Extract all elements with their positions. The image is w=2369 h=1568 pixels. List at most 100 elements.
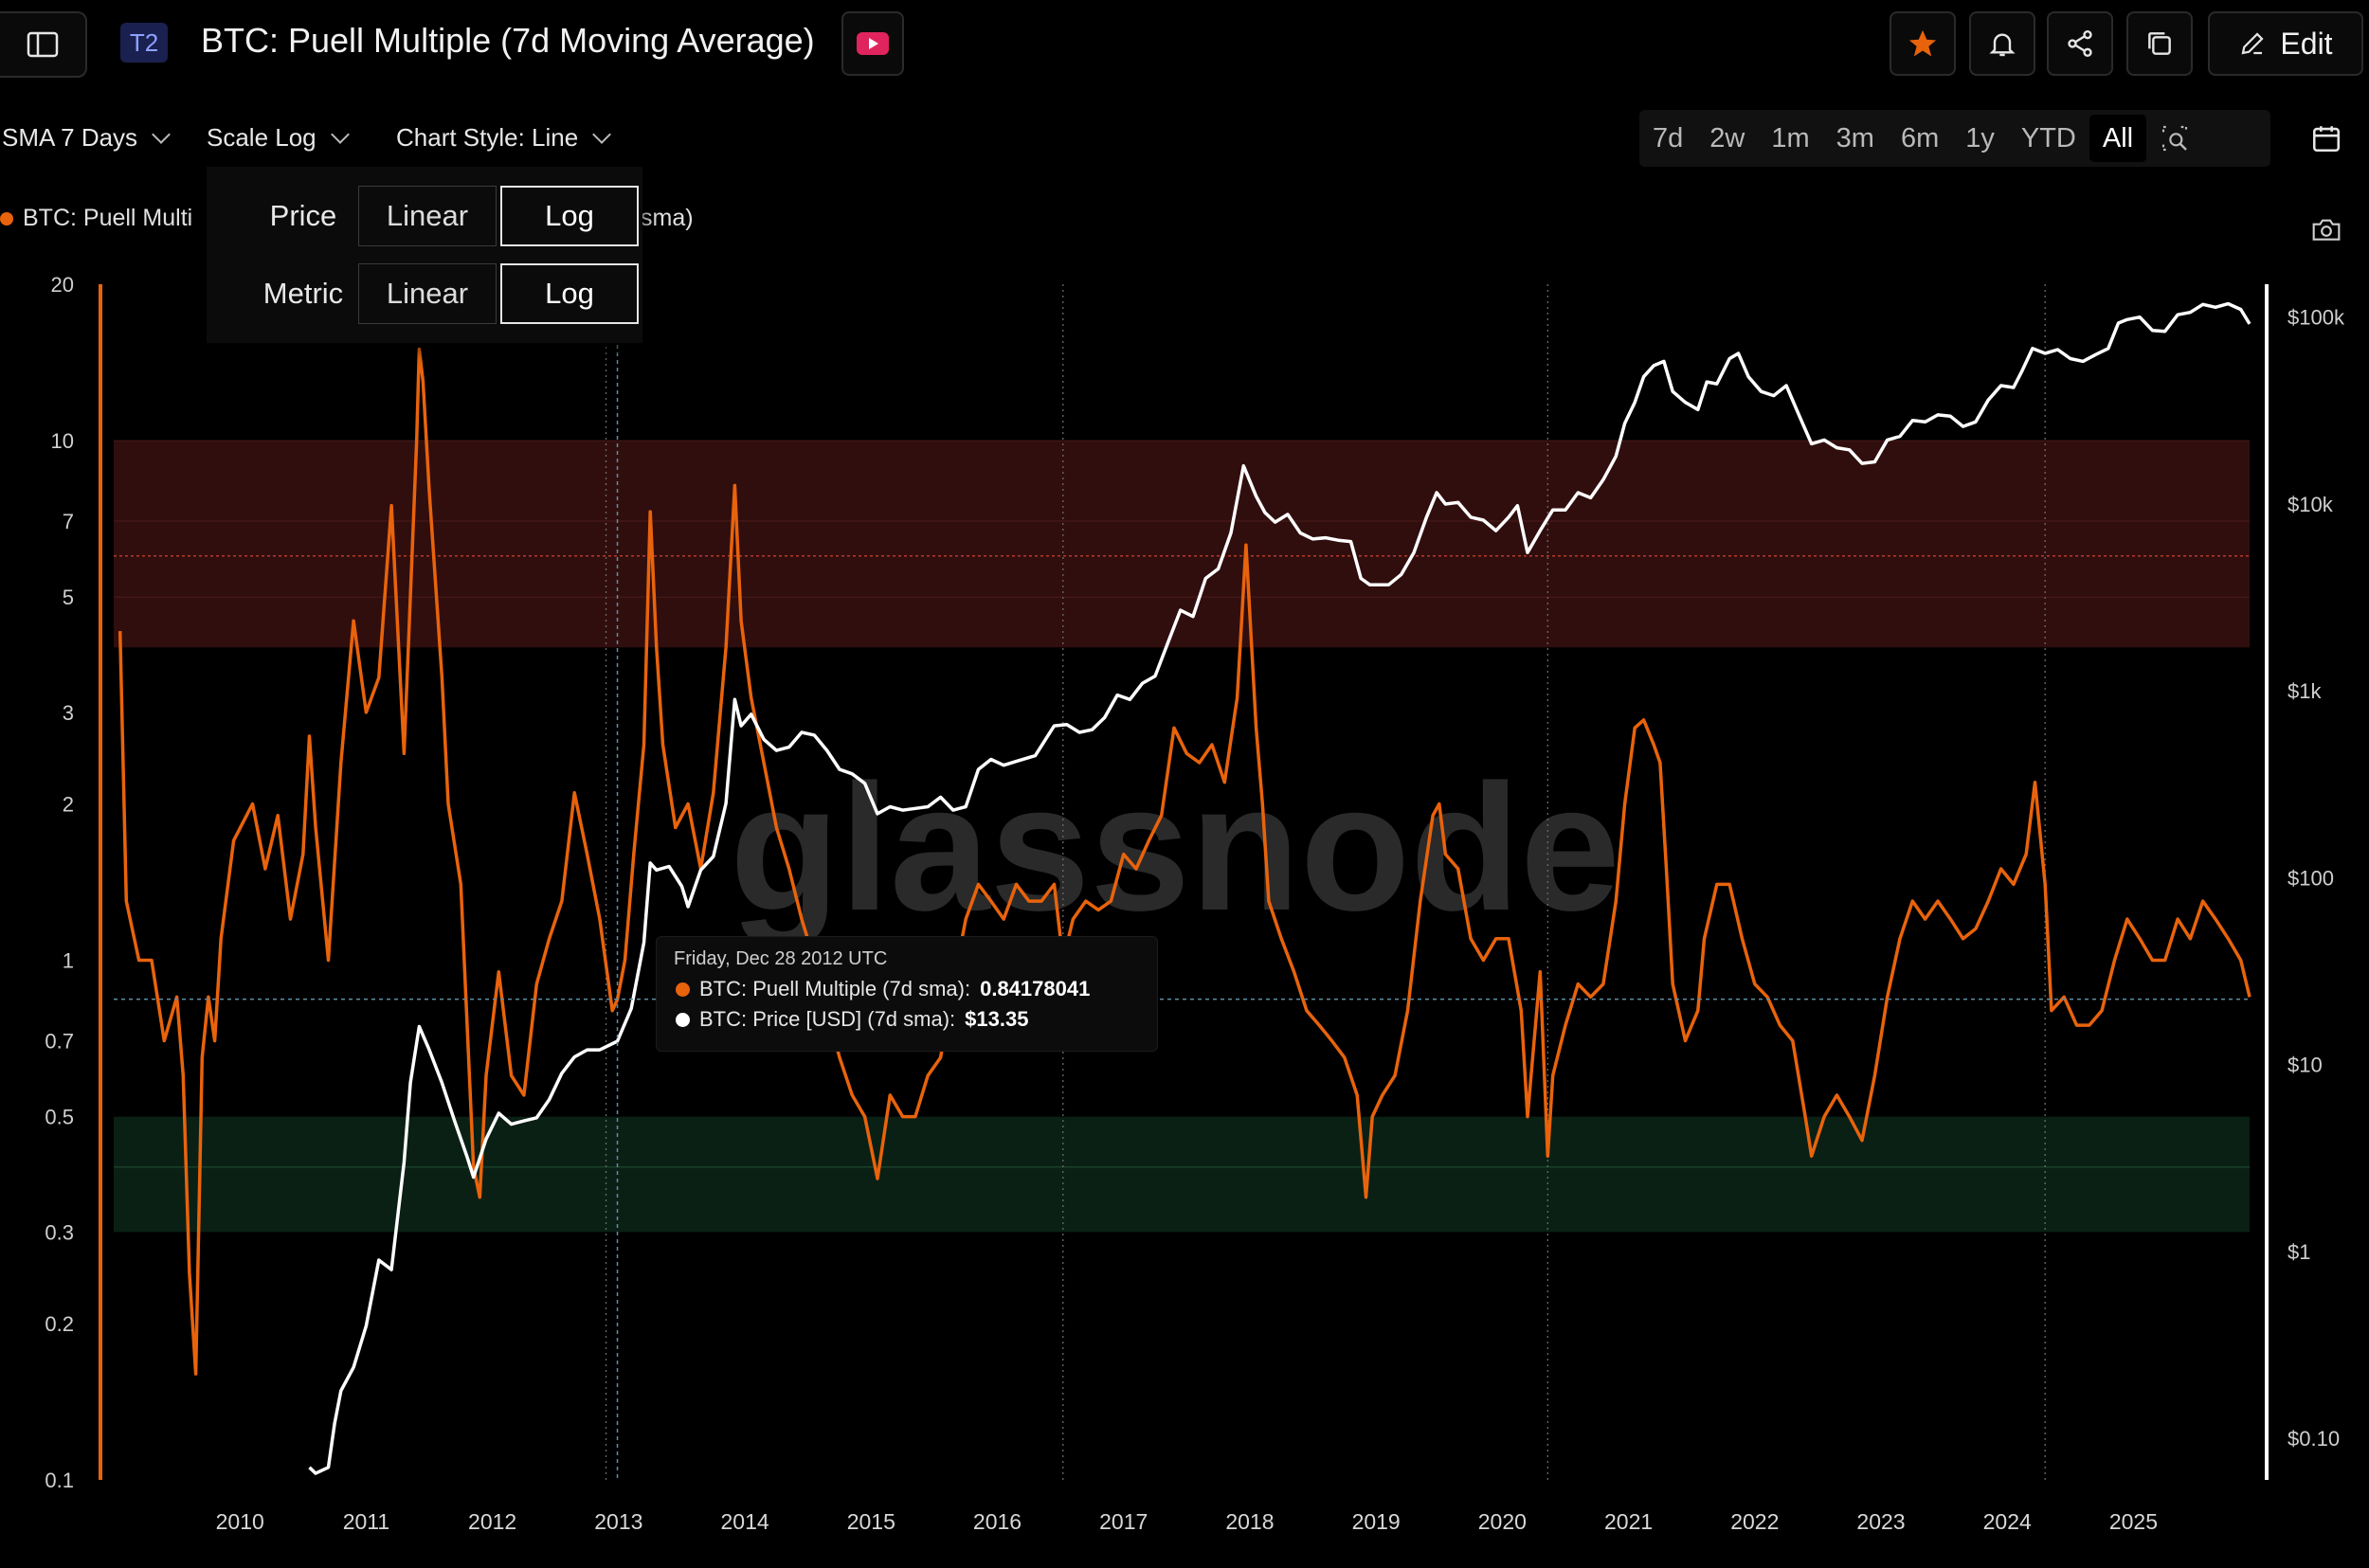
page-title: BTC: Puell Multiple (7d Moving Average) (201, 21, 815, 60)
x-tick-label: 2021 (1604, 1509, 1653, 1534)
price-linear-option[interactable]: Linear (358, 186, 497, 246)
chevron-down-icon (330, 124, 350, 144)
range-1m[interactable]: 1m (1771, 122, 1810, 153)
y-right-tick-label: $0.10 (2288, 1427, 2340, 1451)
price-scale-row: Price Linear Log (207, 186, 642, 250)
x-tick-label: 2011 (343, 1509, 389, 1534)
x-tick-label: 2025 (2109, 1509, 2158, 1534)
y-left-tick-label: 0.2 (45, 1312, 74, 1336)
metric-log-option[interactable]: Log (500, 263, 639, 324)
overvalued-band (114, 441, 2250, 648)
range-3m[interactable]: 3m (1836, 122, 1874, 153)
y-right-tick-label: $1k (2288, 679, 2322, 703)
time-range-selector: 7d 2w 1m 3m 6m 1y YTD All (1639, 110, 2270, 167)
tooltip-puell-row: BTC: Puell Multiple (7d sma): 0.84178041 (676, 977, 1090, 1001)
date-range-button[interactable] (2293, 110, 2360, 167)
zoom-area-icon (2162, 125, 2188, 152)
x-tick-label: 2018 (1225, 1509, 1274, 1534)
y-right-tick-label: $10 (2288, 1054, 2323, 1077)
youtube-icon (857, 32, 889, 55)
toggle-sidebar-button[interactable] (0, 11, 87, 78)
x-tick-label: 2016 (973, 1509, 1022, 1534)
range-6m[interactable]: 6m (1900, 122, 1940, 153)
puell-legend-label: BTC: Puell Multi (23, 205, 193, 231)
glassnode-watermark: glassnode (730, 748, 1620, 948)
y-left-tick-label: 0.3 (45, 1220, 74, 1244)
range-ytd[interactable]: YTD (2020, 122, 2076, 153)
x-tick-label: 2023 (1856, 1509, 1905, 1534)
x-tick-label: 2019 (1352, 1509, 1401, 1534)
x-tick-label: 2013 (594, 1509, 642, 1534)
price-line[interactable] (308, 301, 2251, 1475)
star-icon (1908, 29, 1937, 57)
y-right-tick-label: $10k (2288, 493, 2334, 516)
sma-dropdown[interactable]: SMA 7 Days (2, 123, 171, 153)
x-tick-label: 2010 (216, 1509, 264, 1534)
chart-style-label: Chart Style: Line (396, 123, 579, 152)
tooltip-price-value: $13.35 (965, 1007, 1029, 1031)
share-icon (2068, 30, 2092, 57)
scale-dropdown[interactable]: Scale Log (207, 123, 350, 153)
price-scale-label: Price (269, 199, 337, 232)
chevron-down-icon (592, 124, 612, 144)
x-tick-label: 2020 (1478, 1509, 1527, 1534)
chart-style-dropdown[interactable]: Chart Style: Line (396, 123, 612, 153)
copy-icon (2148, 32, 2171, 55)
puell-dot (676, 982, 690, 997)
metric-scale-row: Metric Linear Log (207, 263, 642, 328)
y-left-tick-label: 7 (63, 510, 74, 533)
range-2w[interactable]: 2w (1709, 122, 1745, 153)
y-left-tick-label: 3 (63, 701, 74, 725)
scale-label: Scale Log (207, 123, 316, 152)
y-left-tick-label: 10 (51, 429, 74, 453)
tooltip-price-label: BTC: Price [USD] (7d sma): (699, 1007, 956, 1031)
hover-tooltip: Friday, Dec 28 2012 UTC BTC: Puell Multi… (656, 936, 1158, 1052)
y-right-tick-label: $1 (2288, 1240, 2310, 1264)
y-left-tick-label: 5 (63, 586, 74, 609)
favorite-button[interactable] (1890, 11, 1956, 76)
duplicate-button[interactable] (2126, 11, 2193, 76)
y-left-tick-label: 0.1 (45, 1469, 74, 1492)
youtube-tutorial-button[interactable] (841, 11, 904, 76)
alert-button[interactable] (1969, 11, 2035, 76)
legend-label-tail: sma) (641, 205, 694, 231)
camera-icon (2312, 219, 2341, 241)
y-left-tick-label: 0.7 (45, 1030, 74, 1054)
puell-legend-dot (0, 211, 13, 225)
y-right-tick-label: $100k (2288, 306, 2345, 330)
x-tick-label: 2024 (1983, 1509, 2032, 1534)
zoom-select-button[interactable] (2146, 115, 2203, 162)
y-right-tick-label: $100 (2288, 866, 2334, 890)
calendar-icon (2312, 126, 2341, 153)
screenshot-button[interactable] (2305, 210, 2348, 248)
range-7d[interactable]: 7d (1653, 122, 1684, 153)
tooltip-puell-value: 0.84178041 (980, 977, 1091, 1000)
scale-popover: Price Linear Log Metric Linear Log (207, 167, 642, 343)
metric-linear-option[interactable]: Linear (358, 263, 497, 324)
undervalued-band (114, 1116, 2250, 1233)
tooltip-date: Friday, Dec 28 2012 UTC (674, 948, 888, 969)
share-button[interactable] (2047, 11, 2113, 76)
y-left-tick-label: 20 (51, 273, 74, 297)
edit-button[interactable]: Edit (2208, 11, 2363, 76)
range-1y[interactable]: 1y (1965, 122, 1995, 153)
range-all[interactable]: All (2089, 115, 2147, 162)
pencil-icon (2241, 32, 2265, 55)
bell-icon (1989, 33, 2016, 57)
x-tick-label: 2022 (1730, 1509, 1779, 1534)
x-tick-label: 2015 (847, 1509, 895, 1534)
x-tick-label: 2017 (1099, 1509, 1148, 1534)
chevron-down-icon (152, 124, 171, 144)
y-left-tick-label: 2 (63, 792, 74, 816)
metric-scale-label: Metric (262, 277, 344, 310)
tooltip-price-row: BTC: Price [USD] (7d sma): $13.35 (676, 1007, 1028, 1032)
puell-multiple-line[interactable] (118, 347, 2251, 1376)
price-dot (676, 1012, 690, 1027)
x-tick-label: 2014 (720, 1509, 769, 1534)
chart-legend[interactable]: BTC: Puell Multi (0, 205, 192, 232)
x-tick-label: 2012 (468, 1509, 516, 1534)
price-log-option[interactable]: Log (500, 186, 639, 246)
tooltip-puell-label: BTC: Puell Multiple (7d sma): (699, 977, 971, 1000)
y-left-tick-label: 0.5 (45, 1106, 74, 1129)
